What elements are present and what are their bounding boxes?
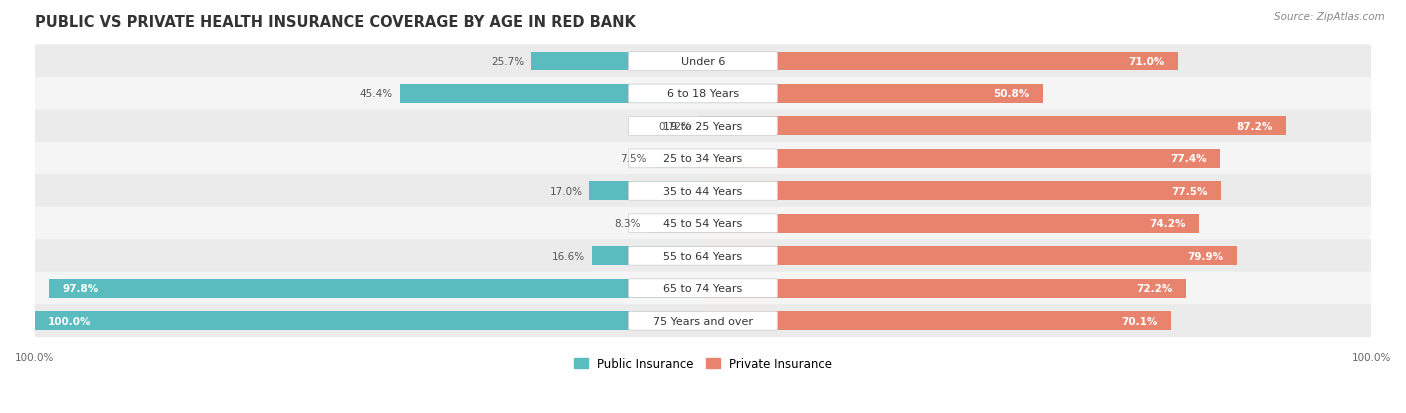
Bar <box>703 150 1220 169</box>
Bar <box>399 85 703 104</box>
Bar <box>703 52 1177 71</box>
Text: 0.72%: 0.72% <box>658 121 692 132</box>
Text: 50.8%: 50.8% <box>993 89 1029 99</box>
Bar <box>703 247 1237 266</box>
Text: Source: ZipAtlas.com: Source: ZipAtlas.com <box>1274 12 1385 22</box>
Text: 45.4%: 45.4% <box>360 89 392 99</box>
Text: 55 to 64 Years: 55 to 64 Years <box>664 251 742 261</box>
Text: 74.2%: 74.2% <box>1149 219 1185 229</box>
Bar <box>703 85 1042 104</box>
FancyBboxPatch shape <box>35 110 1371 143</box>
Text: 25.7%: 25.7% <box>492 57 524 67</box>
Text: Under 6: Under 6 <box>681 57 725 67</box>
Text: 35 to 44 Years: 35 to 44 Years <box>664 186 742 196</box>
Text: 75 Years and over: 75 Years and over <box>652 316 754 326</box>
Bar <box>531 52 703 71</box>
FancyBboxPatch shape <box>35 142 1371 176</box>
Text: 8.3%: 8.3% <box>614 219 641 229</box>
Text: 45 to 54 Years: 45 to 54 Years <box>664 219 742 229</box>
Text: 100.0%: 100.0% <box>48 316 91 326</box>
Text: 71.0%: 71.0% <box>1128 57 1164 67</box>
Bar <box>49 279 703 298</box>
Bar <box>589 182 703 201</box>
FancyBboxPatch shape <box>628 182 778 201</box>
Bar <box>699 117 703 136</box>
Text: 97.8%: 97.8% <box>63 283 98 294</box>
FancyBboxPatch shape <box>35 304 1371 337</box>
Text: 16.6%: 16.6% <box>553 251 585 261</box>
Text: 65 to 74 Years: 65 to 74 Years <box>664 283 742 294</box>
FancyBboxPatch shape <box>35 240 1371 273</box>
Text: PUBLIC VS PRIVATE HEALTH INSURANCE COVERAGE BY AGE IN RED BANK: PUBLIC VS PRIVATE HEALTH INSURANCE COVER… <box>35 15 636 30</box>
FancyBboxPatch shape <box>35 207 1371 240</box>
Bar <box>703 214 1199 233</box>
Text: 70.1%: 70.1% <box>1122 316 1159 326</box>
Legend: Public Insurance, Private Insurance: Public Insurance, Private Insurance <box>569 353 837 375</box>
FancyBboxPatch shape <box>628 311 778 330</box>
Bar <box>703 279 1185 298</box>
Text: 6 to 18 Years: 6 to 18 Years <box>666 89 740 99</box>
Bar <box>703 182 1220 201</box>
FancyBboxPatch shape <box>628 85 778 104</box>
FancyBboxPatch shape <box>35 175 1371 208</box>
Text: 19 to 25 Years: 19 to 25 Years <box>664 121 742 132</box>
Bar <box>592 247 703 266</box>
Text: 77.5%: 77.5% <box>1171 186 1208 196</box>
FancyBboxPatch shape <box>35 45 1371 78</box>
Text: 79.9%: 79.9% <box>1188 251 1223 261</box>
Bar <box>703 117 1285 136</box>
FancyBboxPatch shape <box>628 150 778 169</box>
Text: 87.2%: 87.2% <box>1236 121 1272 132</box>
Text: 17.0%: 17.0% <box>550 186 582 196</box>
FancyBboxPatch shape <box>628 279 778 298</box>
Text: 72.2%: 72.2% <box>1136 283 1173 294</box>
Bar <box>703 311 1171 330</box>
FancyBboxPatch shape <box>628 117 778 136</box>
Bar <box>648 214 703 233</box>
FancyBboxPatch shape <box>628 214 778 233</box>
FancyBboxPatch shape <box>35 78 1371 111</box>
Text: 25 to 34 Years: 25 to 34 Years <box>664 154 742 164</box>
Text: 77.4%: 77.4% <box>1170 154 1206 164</box>
Bar <box>652 150 703 169</box>
FancyBboxPatch shape <box>35 272 1371 305</box>
FancyBboxPatch shape <box>628 52 778 71</box>
Bar <box>35 311 703 330</box>
FancyBboxPatch shape <box>628 247 778 266</box>
Text: 7.5%: 7.5% <box>620 154 647 164</box>
